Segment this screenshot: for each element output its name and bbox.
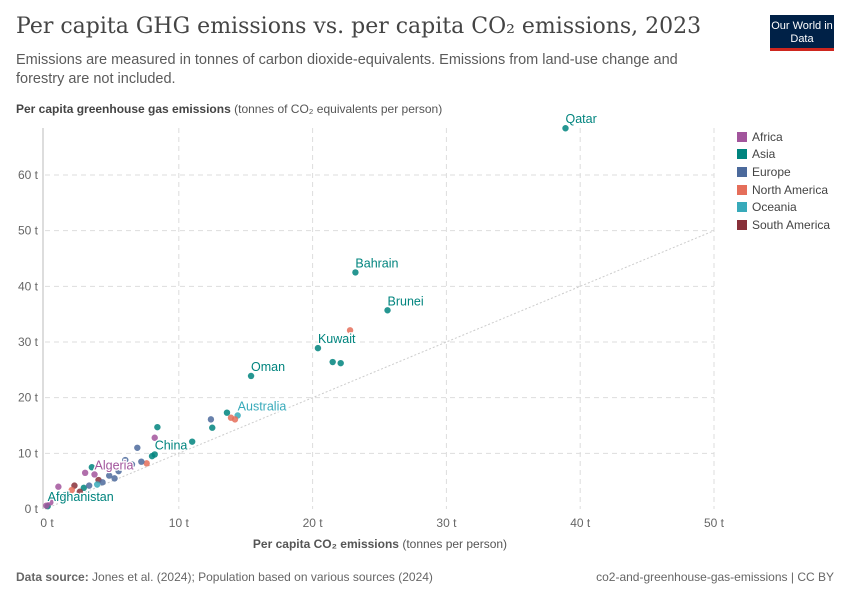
legend-label: Asia (752, 147, 776, 162)
point-label: Algeria (95, 458, 134, 472)
owid-logo[interactable]: Our World in Data (770, 15, 834, 51)
data-point (122, 456, 129, 464)
legend-label: Africa (752, 129, 783, 144)
data-point (93, 481, 101, 488)
x-tick-label: 30 t (436, 516, 457, 530)
legend-item[interactable]: North America (737, 181, 830, 199)
legend-label: South America (752, 217, 831, 232)
y-tick-label: 10 t (18, 446, 39, 460)
x-tick-label: 10 t (169, 516, 190, 530)
y-tick-label: 30 t (18, 335, 39, 349)
data-point (61, 491, 69, 499)
data-point (43, 502, 50, 509)
footer-link[interactable]: co2-and-greenhouse-gas-emissions | CC BY (596, 570, 834, 584)
legend-item[interactable]: South America (737, 216, 830, 234)
data-point (329, 358, 336, 366)
y-tick-label: 0 t (25, 502, 39, 516)
data-point (85, 482, 93, 489)
data-point (115, 467, 122, 475)
y-axis-label-bold: Per capita greenhouse gas emissions (16, 102, 231, 116)
data-point (91, 471, 98, 478)
data-point (231, 416, 239, 423)
data-point (111, 475, 118, 482)
y-tick-label: 50 t (18, 224, 39, 238)
data-point (337, 359, 344, 367)
legend-item[interactable]: Asia (737, 146, 830, 164)
point-label: Afghanistan (48, 490, 114, 504)
data-point (88, 464, 96, 471)
y-tick-label: 60 t (18, 168, 39, 182)
legend-swatch (737, 202, 747, 213)
data-point (314, 344, 322, 352)
x-axis-label: Per capita CO₂ emissions (tonnes per per… (0, 537, 760, 551)
x-axis-label-unit: (tonnes per person) (402, 537, 508, 551)
x-tick-label: 50 t (704, 516, 725, 530)
legend-item[interactable]: Oceania (737, 198, 830, 216)
x-axis-label-bold: Per capita CO₂ emissions (252, 537, 399, 551)
data-point (134, 444, 141, 451)
y-tick-label: 40 t (18, 279, 39, 293)
data-point (148, 452, 156, 460)
point-label: Australia (238, 399, 287, 413)
data-point (188, 438, 196, 445)
data-point (154, 423, 161, 431)
data-point (138, 458, 145, 465)
x-tick-label: 40 t (570, 516, 591, 530)
chart-subtitle: Emissions are measured in tonnes of carb… (16, 52, 678, 87)
source-label: Data source: (16, 570, 89, 584)
y-axis-label: Per capita greenhouse gas emissions (ton… (16, 102, 442, 116)
point-label: Qatar (565, 112, 596, 126)
data-point (99, 479, 106, 486)
chart-title: Per capita GHG emissions vs. per capita … (16, 14, 702, 39)
data-source: Data source: Jones et al. (2024); Popula… (16, 570, 433, 584)
legend-label: Europe (752, 164, 791, 179)
legend-label: North America (752, 182, 829, 197)
data-point (384, 307, 391, 314)
legend-swatch (737, 149, 747, 160)
data-point (562, 125, 569, 132)
data-point (151, 434, 158, 441)
data-point (223, 409, 231, 416)
legend-swatch (737, 219, 747, 230)
reference-line (44, 230, 715, 510)
y-tick-label: 20 t (18, 391, 39, 405)
data-point (68, 486, 75, 494)
x-tick-label: 20 t (303, 516, 324, 530)
legend-swatch (737, 131, 747, 142)
legend-swatch (737, 184, 747, 195)
source-text: Jones et al. (2024); Population based on… (92, 570, 433, 584)
point-label: Oman (251, 360, 285, 374)
data-point (81, 469, 89, 477)
data-point (209, 424, 216, 431)
data-point (346, 327, 354, 334)
x-tick-label: 0 t (40, 516, 54, 530)
legend-item[interactable]: Africa (737, 128, 830, 146)
data-point (106, 472, 113, 479)
data-point (80, 484, 88, 492)
data-point (128, 461, 136, 468)
point-label: Kuwait (318, 332, 356, 346)
y-axis-label-unit: (tonnes of CO₂ equivalents per person) (234, 102, 443, 116)
legend-swatch (737, 166, 747, 177)
legend-item[interactable]: Europe (737, 163, 830, 181)
data-point (352, 269, 359, 276)
point-label: China (155, 438, 188, 452)
legend-label: Oceania (752, 200, 797, 215)
data-point (55, 483, 62, 490)
data-point (76, 488, 83, 495)
data-point (143, 460, 150, 467)
legend: Africa Asia Europe North America Oceania Sout… (737, 128, 830, 234)
point-label: Brunei (388, 294, 424, 308)
data-point (247, 372, 255, 380)
point-label: Bahrain (355, 256, 398, 270)
data-point (207, 416, 215, 423)
